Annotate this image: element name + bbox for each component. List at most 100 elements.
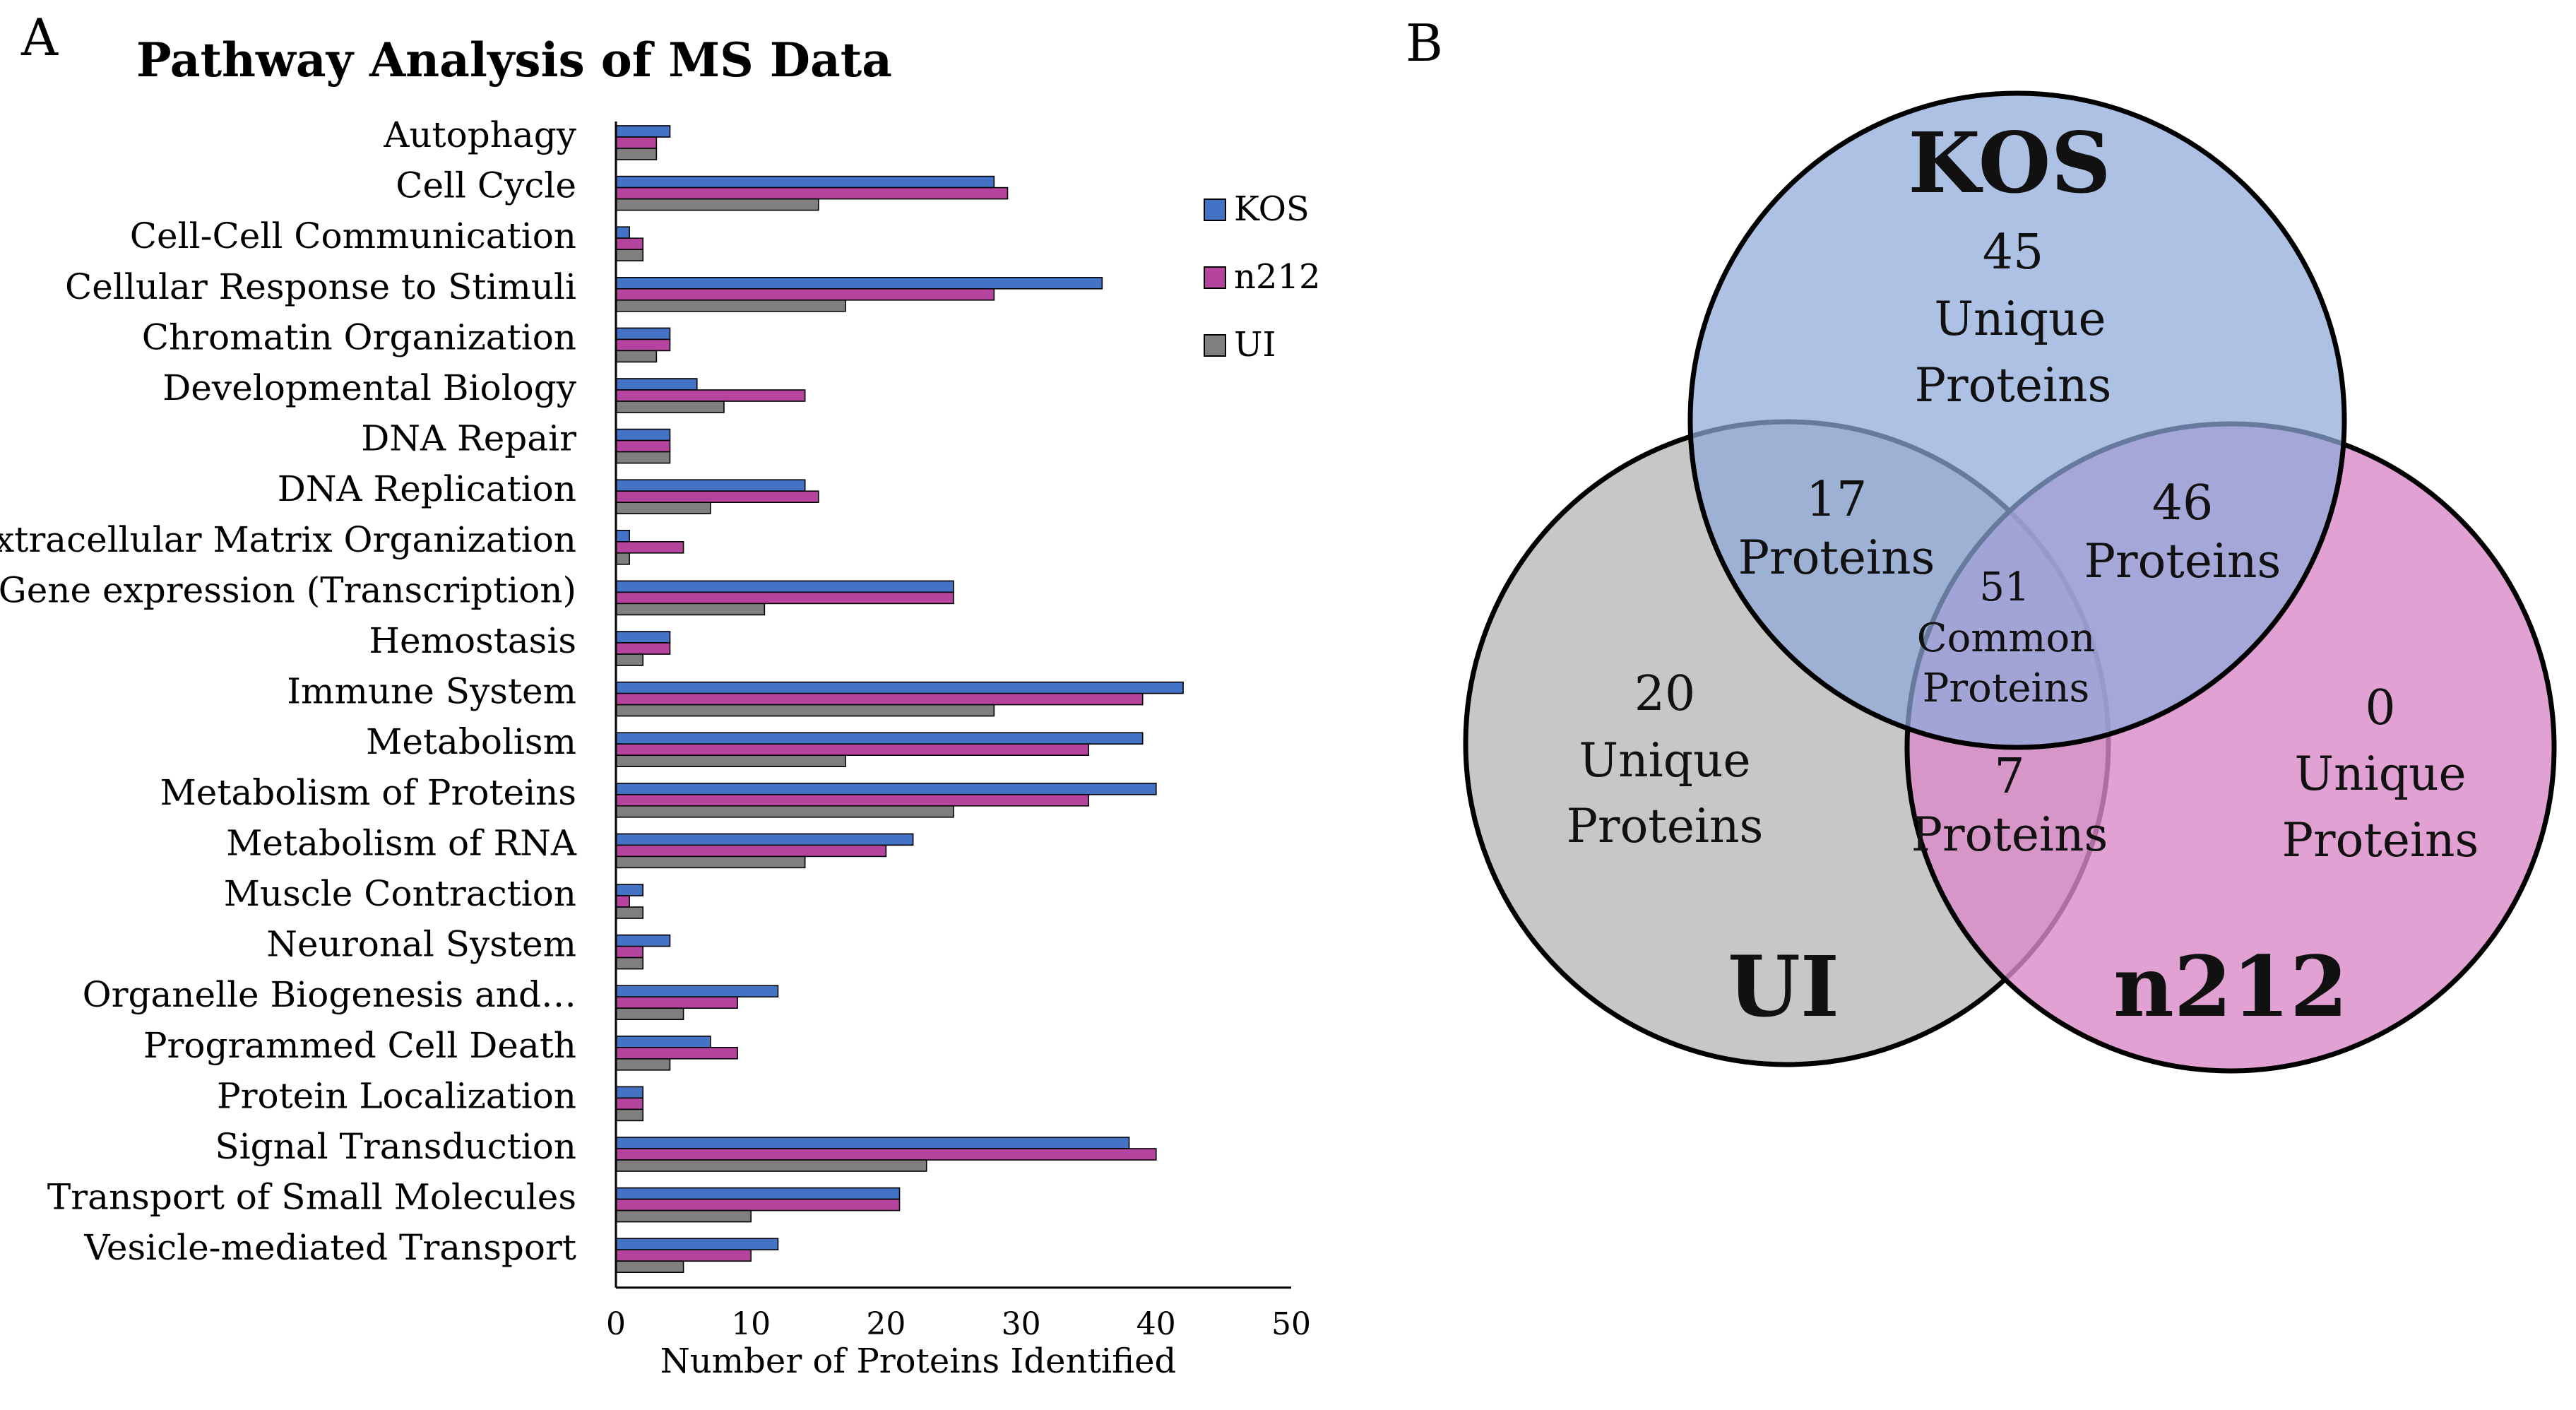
venn-kos-only-label-2: Proteins [1915,358,2112,413]
bar-kos [615,1238,779,1250]
category-label: Neuronal System [266,924,576,965]
bar-ui [615,603,766,616]
bar-chart: Autophagy Cell Cycle Cell-Cell Communicati… [0,114,1321,1381]
venn-common-label-1: Common [1917,615,2096,661]
x-tick-label: 10 [731,1306,771,1342]
bar-n212 [615,844,887,858]
bar-ui [615,148,658,160]
bar-ui [615,1007,684,1020]
bar-n212 [615,1249,752,1262]
category-label: Metabolism of RNA [226,822,577,863]
legend-label-kos: KOS [1234,189,1310,229]
category-label: Metabolism of Proteins [160,772,576,813]
bar-ui [615,855,806,869]
x-axis-ticks: 0 10 20 30 40 50 [606,1306,1311,1342]
bars [615,125,1184,1273]
bar-n212 [615,540,684,554]
bar-kos [615,681,1184,694]
bar-kos [615,1086,644,1099]
bar-n212 [615,996,738,1009]
bar-ui [615,299,846,312]
venn-n212-only-count: 0 [2365,680,2395,736]
x-tick-label: 40 [1136,1306,1176,1342]
bar-kos [615,378,698,391]
venn-common-count: 51 [1979,564,2029,610]
panel-b-label: B [1406,13,1443,73]
bar-n212 [615,642,671,655]
category-label: Protein Localization [217,1075,576,1116]
category-label: Organelle Biogenesis and… [83,974,576,1015]
venn-ui-n212-count: 7 [1994,749,2024,805]
bar-kos [615,226,630,239]
bar-kos [615,1137,1130,1149]
category-label: Muscle Contraction [224,873,576,914]
bar-kos [615,175,995,189]
category-label: Signal Transduction [215,1126,576,1167]
bar-n212 [615,794,1090,807]
bar-kos [615,428,671,442]
bar-ui [615,653,644,666]
bar-ui [615,502,711,515]
venn-n212-only-label-2: Proteins [2282,813,2479,867]
venn-set-name-kos: KOS [1908,114,2111,212]
bar-n212 [615,1148,1157,1161]
bar-n212 [615,895,630,908]
bar-kos [615,1036,711,1048]
venn-kos-n212-label: Proteins [2084,534,2281,588]
bar-ui [615,198,819,211]
bar-n212 [615,1097,644,1110]
bar-ui [615,754,846,767]
bar-ui [615,1209,752,1223]
bar-kos [615,934,671,947]
category-label: Immune System [287,671,576,712]
bar-n212 [615,389,806,402]
bar-n212 [615,288,995,301]
chart-title: Pathway Analysis of MS Data [136,32,892,88]
bar-kos [615,327,671,340]
legend-swatch-n212 [1204,266,1226,289]
venn-ui-only-label-1: Unique [1579,733,1750,788]
bar-n212 [615,945,644,959]
x-tick-label: 20 [866,1306,906,1342]
venn-common-label-2: Proteins [1923,665,2090,711]
venn-ui-only-label-2: Proteins [1567,799,1764,853]
bar-ui [615,401,725,413]
bar-n212 [615,136,658,149]
category-label: Extracellular Matrix Organization [0,519,576,560]
bar-ui [615,805,954,818]
x-tick-label: 0 [606,1306,626,1342]
bar-ui [615,1108,644,1122]
venn-ui-only-count: 20 [1634,666,1696,722]
bar-ui [615,350,658,363]
bar-kos [615,985,779,997]
bar-kos [615,884,644,896]
bar-n212 [615,338,671,352]
venn-kos-ui-count: 17 [1806,472,1868,528]
category-label: Autophagy [383,114,577,155]
venn-set-name-ui: UI [1728,937,1839,1036]
x-tick-label: 30 [1002,1306,1041,1342]
bar-ui [615,451,671,464]
axes [615,122,1291,1289]
venn-kos-ui-label: Proteins [1738,531,1935,585]
bar-kos [615,833,914,846]
bar-n212 [615,692,1144,706]
venn-kos-only-count: 45 [1983,225,2044,280]
bar-kos [615,529,630,543]
legend: KOS n212 UI [1204,189,1321,365]
category-label: Programmed Cell Death [143,1025,576,1066]
bar-kos [615,580,954,593]
bar-ui [615,704,995,717]
bar-ui [615,249,644,262]
bar-kos [615,125,671,138]
bar-kos [615,783,1157,795]
bar-ui [615,1260,684,1273]
bar-n212 [615,186,1009,200]
panel-a-label: A [20,8,59,67]
bar-kos [615,732,1144,745]
venn-n212-only-label-1: Unique [2294,747,2466,801]
bar-n212 [615,1198,901,1211]
category-label: Developmental Biology [162,367,577,408]
bar-ui [615,552,630,565]
